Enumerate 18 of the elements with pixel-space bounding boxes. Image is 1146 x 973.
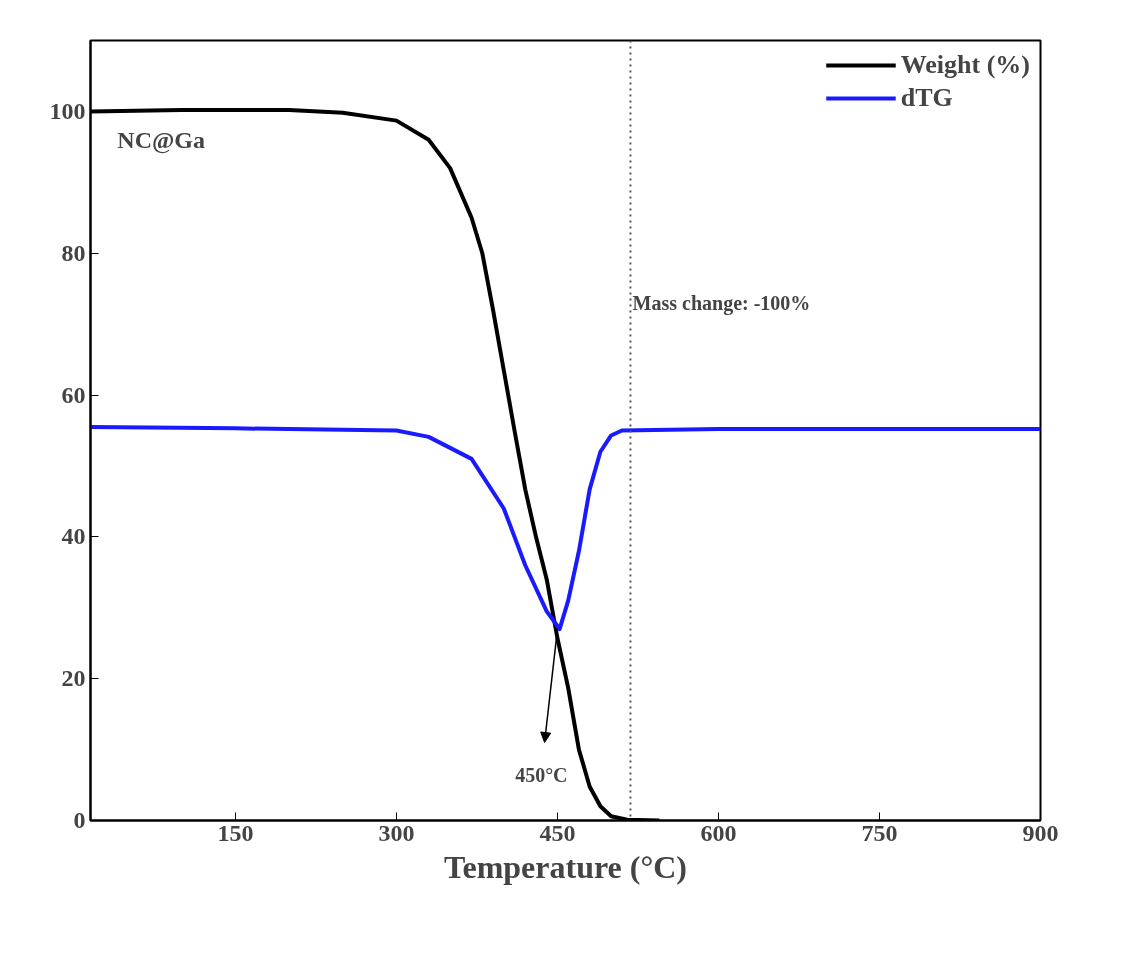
y-tick-label: 100 — [49, 97, 86, 124]
x-tick-label: 450 — [539, 819, 576, 846]
annotation: Mass change: -100% — [632, 291, 811, 315]
legend-label: Weight (%) — [900, 50, 1030, 80]
x-tick-label: 300 — [378, 819, 415, 846]
x-tick-label: 150 — [217, 819, 254, 846]
annotation: 450°C — [515, 763, 568, 786]
y-tick-label: 0 — [73, 807, 86, 833]
y-tick-label: 20 — [61, 665, 86, 692]
y-tick-label: 80 — [61, 239, 86, 266]
x-tick-label: 600 — [700, 819, 737, 846]
x-tick-label: 900 — [1022, 819, 1059, 846]
legend-label: dTG — [900, 83, 953, 113]
y-tick-label: 60 — [61, 381, 86, 408]
y-tick-label: 40 — [61, 523, 86, 550]
x-axis-title: Temperature (°C) — [444, 848, 687, 885]
x-tick-label: 750 — [861, 819, 898, 846]
annotation: NC@Ga — [117, 126, 205, 154]
